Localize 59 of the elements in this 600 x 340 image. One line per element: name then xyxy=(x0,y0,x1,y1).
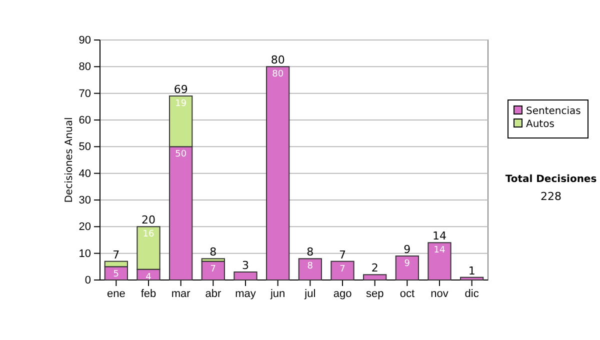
x-tick-label: abr xyxy=(205,288,222,300)
y-tick-label: 40 xyxy=(78,168,91,180)
data-label: 16 xyxy=(142,230,154,240)
y-tick-label: 60 xyxy=(78,114,91,127)
x-tick-label: may xyxy=(235,288,256,300)
x-tick-label: feb xyxy=(140,288,156,300)
x-tick-label: sep xyxy=(366,288,384,300)
data-label: 80 xyxy=(272,70,284,80)
bar xyxy=(330,260,354,280)
data-label: 7 xyxy=(340,264,346,274)
total-label: 20 xyxy=(142,214,156,227)
total-label: 8 xyxy=(210,246,217,259)
y-tick-label: 70 xyxy=(78,88,91,100)
total-label: 69 xyxy=(174,83,188,96)
total-label: 80 xyxy=(270,54,285,67)
bar xyxy=(234,272,258,280)
legend-label: Sentencias xyxy=(526,106,581,117)
total-label: 1 xyxy=(468,264,476,278)
y-tick-label: 0 xyxy=(84,274,91,287)
total-label: 8 xyxy=(306,246,314,259)
x-tick-label: nov xyxy=(430,288,449,300)
data-label: 7 xyxy=(210,264,216,274)
x-tick-label: oct xyxy=(400,288,415,300)
total-label: 9 xyxy=(404,243,411,256)
x-tick-label: ago xyxy=(333,288,352,300)
x-tick-label: dic xyxy=(464,288,480,300)
legend-label: Autos xyxy=(526,119,554,130)
data-label: 19 xyxy=(175,99,187,109)
bar xyxy=(266,66,290,280)
total-label: 14 xyxy=(432,230,446,243)
total-label: 3 xyxy=(242,259,249,272)
bar xyxy=(363,274,387,280)
bar xyxy=(460,276,484,280)
y-tick-label: 80 xyxy=(78,61,91,74)
text: 228 xyxy=(540,190,562,203)
y-tick-label: 20 xyxy=(78,221,91,234)
data-label: 4 xyxy=(146,272,152,282)
y-tick-label: 50 xyxy=(78,141,91,154)
text: Total Decisiones xyxy=(505,174,597,185)
total-label: 7 xyxy=(112,248,120,262)
y-tick-label: 10 xyxy=(78,248,91,260)
data-label: 9 xyxy=(404,259,410,269)
total-label: 2 xyxy=(371,262,378,275)
bar xyxy=(395,256,419,280)
y-tick-label: 30 xyxy=(78,194,91,207)
x-tick-label: mar xyxy=(171,288,191,300)
data-label: 14 xyxy=(434,246,446,256)
total-label: 7 xyxy=(339,248,346,262)
bar xyxy=(298,258,322,280)
bar xyxy=(201,260,225,280)
x-tick-label: jul xyxy=(304,288,316,300)
y-tick-label: 90 xyxy=(78,34,91,47)
bar xyxy=(428,242,452,280)
x-tick-label: jun xyxy=(269,288,286,300)
data-label: 8 xyxy=(307,262,314,272)
x-tick-label: ene xyxy=(106,288,126,300)
data-label: 5 xyxy=(113,270,120,280)
data-label: 50 xyxy=(175,150,187,160)
y-axis-title: Decisiones Anual xyxy=(64,117,75,203)
